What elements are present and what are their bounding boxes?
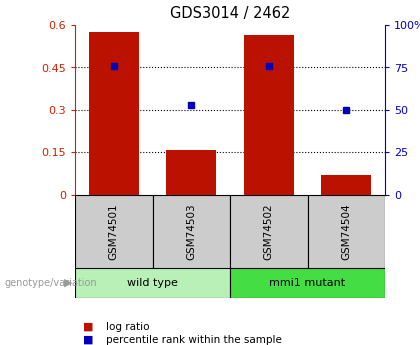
Text: ■: ■ — [84, 335, 94, 345]
Bar — [230, 268, 385, 298]
Text: ▶: ▶ — [64, 278, 73, 288]
Bar — [89, 32, 139, 195]
Bar — [152, 195, 230, 268]
Bar — [244, 35, 294, 195]
Bar — [307, 195, 385, 268]
Text: mmi1 mutant: mmi1 mutant — [270, 278, 346, 288]
Text: GSM74504: GSM74504 — [341, 203, 351, 260]
Text: GSM74501: GSM74501 — [109, 203, 119, 260]
Text: genotype/variation: genotype/variation — [4, 278, 97, 288]
Text: GSM74502: GSM74502 — [264, 203, 274, 260]
Bar — [166, 150, 216, 195]
Title: GDS3014 / 2462: GDS3014 / 2462 — [170, 6, 290, 21]
Bar — [321, 175, 371, 195]
Text: wild type: wild type — [127, 278, 178, 288]
Text: ■: ■ — [84, 322, 94, 332]
Text: log ratio: log ratio — [107, 322, 150, 332]
Bar — [75, 195, 152, 268]
Bar — [230, 195, 307, 268]
Text: percentile rank within the sample: percentile rank within the sample — [107, 335, 282, 345]
Text: GSM74503: GSM74503 — [186, 203, 196, 260]
Bar — [75, 268, 230, 298]
